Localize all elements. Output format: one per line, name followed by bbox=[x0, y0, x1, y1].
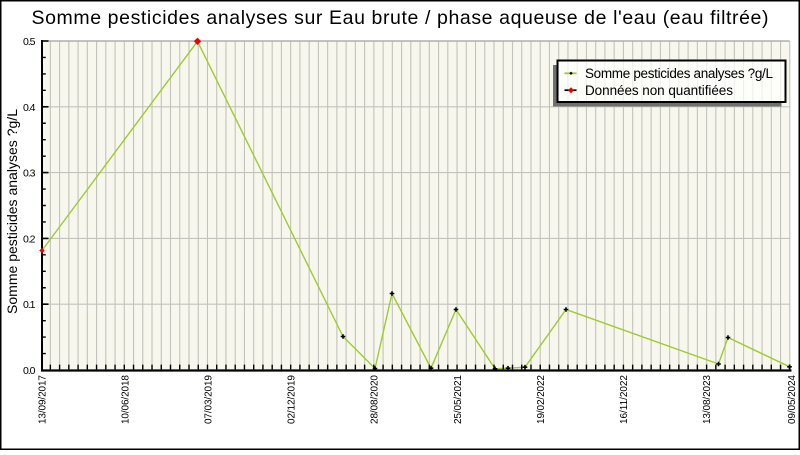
svg-text:0.0: 0.0 bbox=[23, 365, 36, 377]
svg-text:0.4: 0.4 bbox=[23, 102, 36, 114]
svg-text:Données non quantifiées: Données non quantifiées bbox=[585, 83, 733, 98]
svg-text:0.2: 0.2 bbox=[23, 233, 36, 245]
svg-text:0.3: 0.3 bbox=[23, 168, 36, 180]
svg-text:16/11/2022: 16/11/2022 bbox=[619, 375, 630, 424]
svg-text:25/05/2021: 25/05/2021 bbox=[453, 375, 464, 424]
svg-text:07/03/2019: 07/03/2019 bbox=[204, 375, 215, 424]
svg-text:02/12/2019: 02/12/2019 bbox=[287, 375, 298, 424]
svg-text:0.5: 0.5 bbox=[23, 36, 36, 48]
svg-text:19/02/2022: 19/02/2022 bbox=[536, 375, 547, 424]
svg-text:Somme pesticides analyses ?g/L: Somme pesticides analyses ?g/L bbox=[4, 109, 20, 314]
svg-text:13/08/2023: 13/08/2023 bbox=[702, 375, 713, 424]
svg-text:Somme pesticides analyses sur: Somme pesticides analyses sur Eau brute … bbox=[32, 7, 769, 29]
svg-text:0.1: 0.1 bbox=[23, 299, 36, 311]
svg-text:10/06/2018: 10/06/2018 bbox=[121, 375, 132, 424]
svg-text:09/05/2024: 09/05/2024 bbox=[787, 375, 798, 424]
svg-text:13/09/2017: 13/09/2017 bbox=[38, 375, 49, 424]
svg-text:28/08/2020: 28/08/2020 bbox=[370, 375, 381, 424]
svg-text:Somme pesticides analyses ?g/L: Somme pesticides analyses ?g/L bbox=[585, 66, 773, 81]
